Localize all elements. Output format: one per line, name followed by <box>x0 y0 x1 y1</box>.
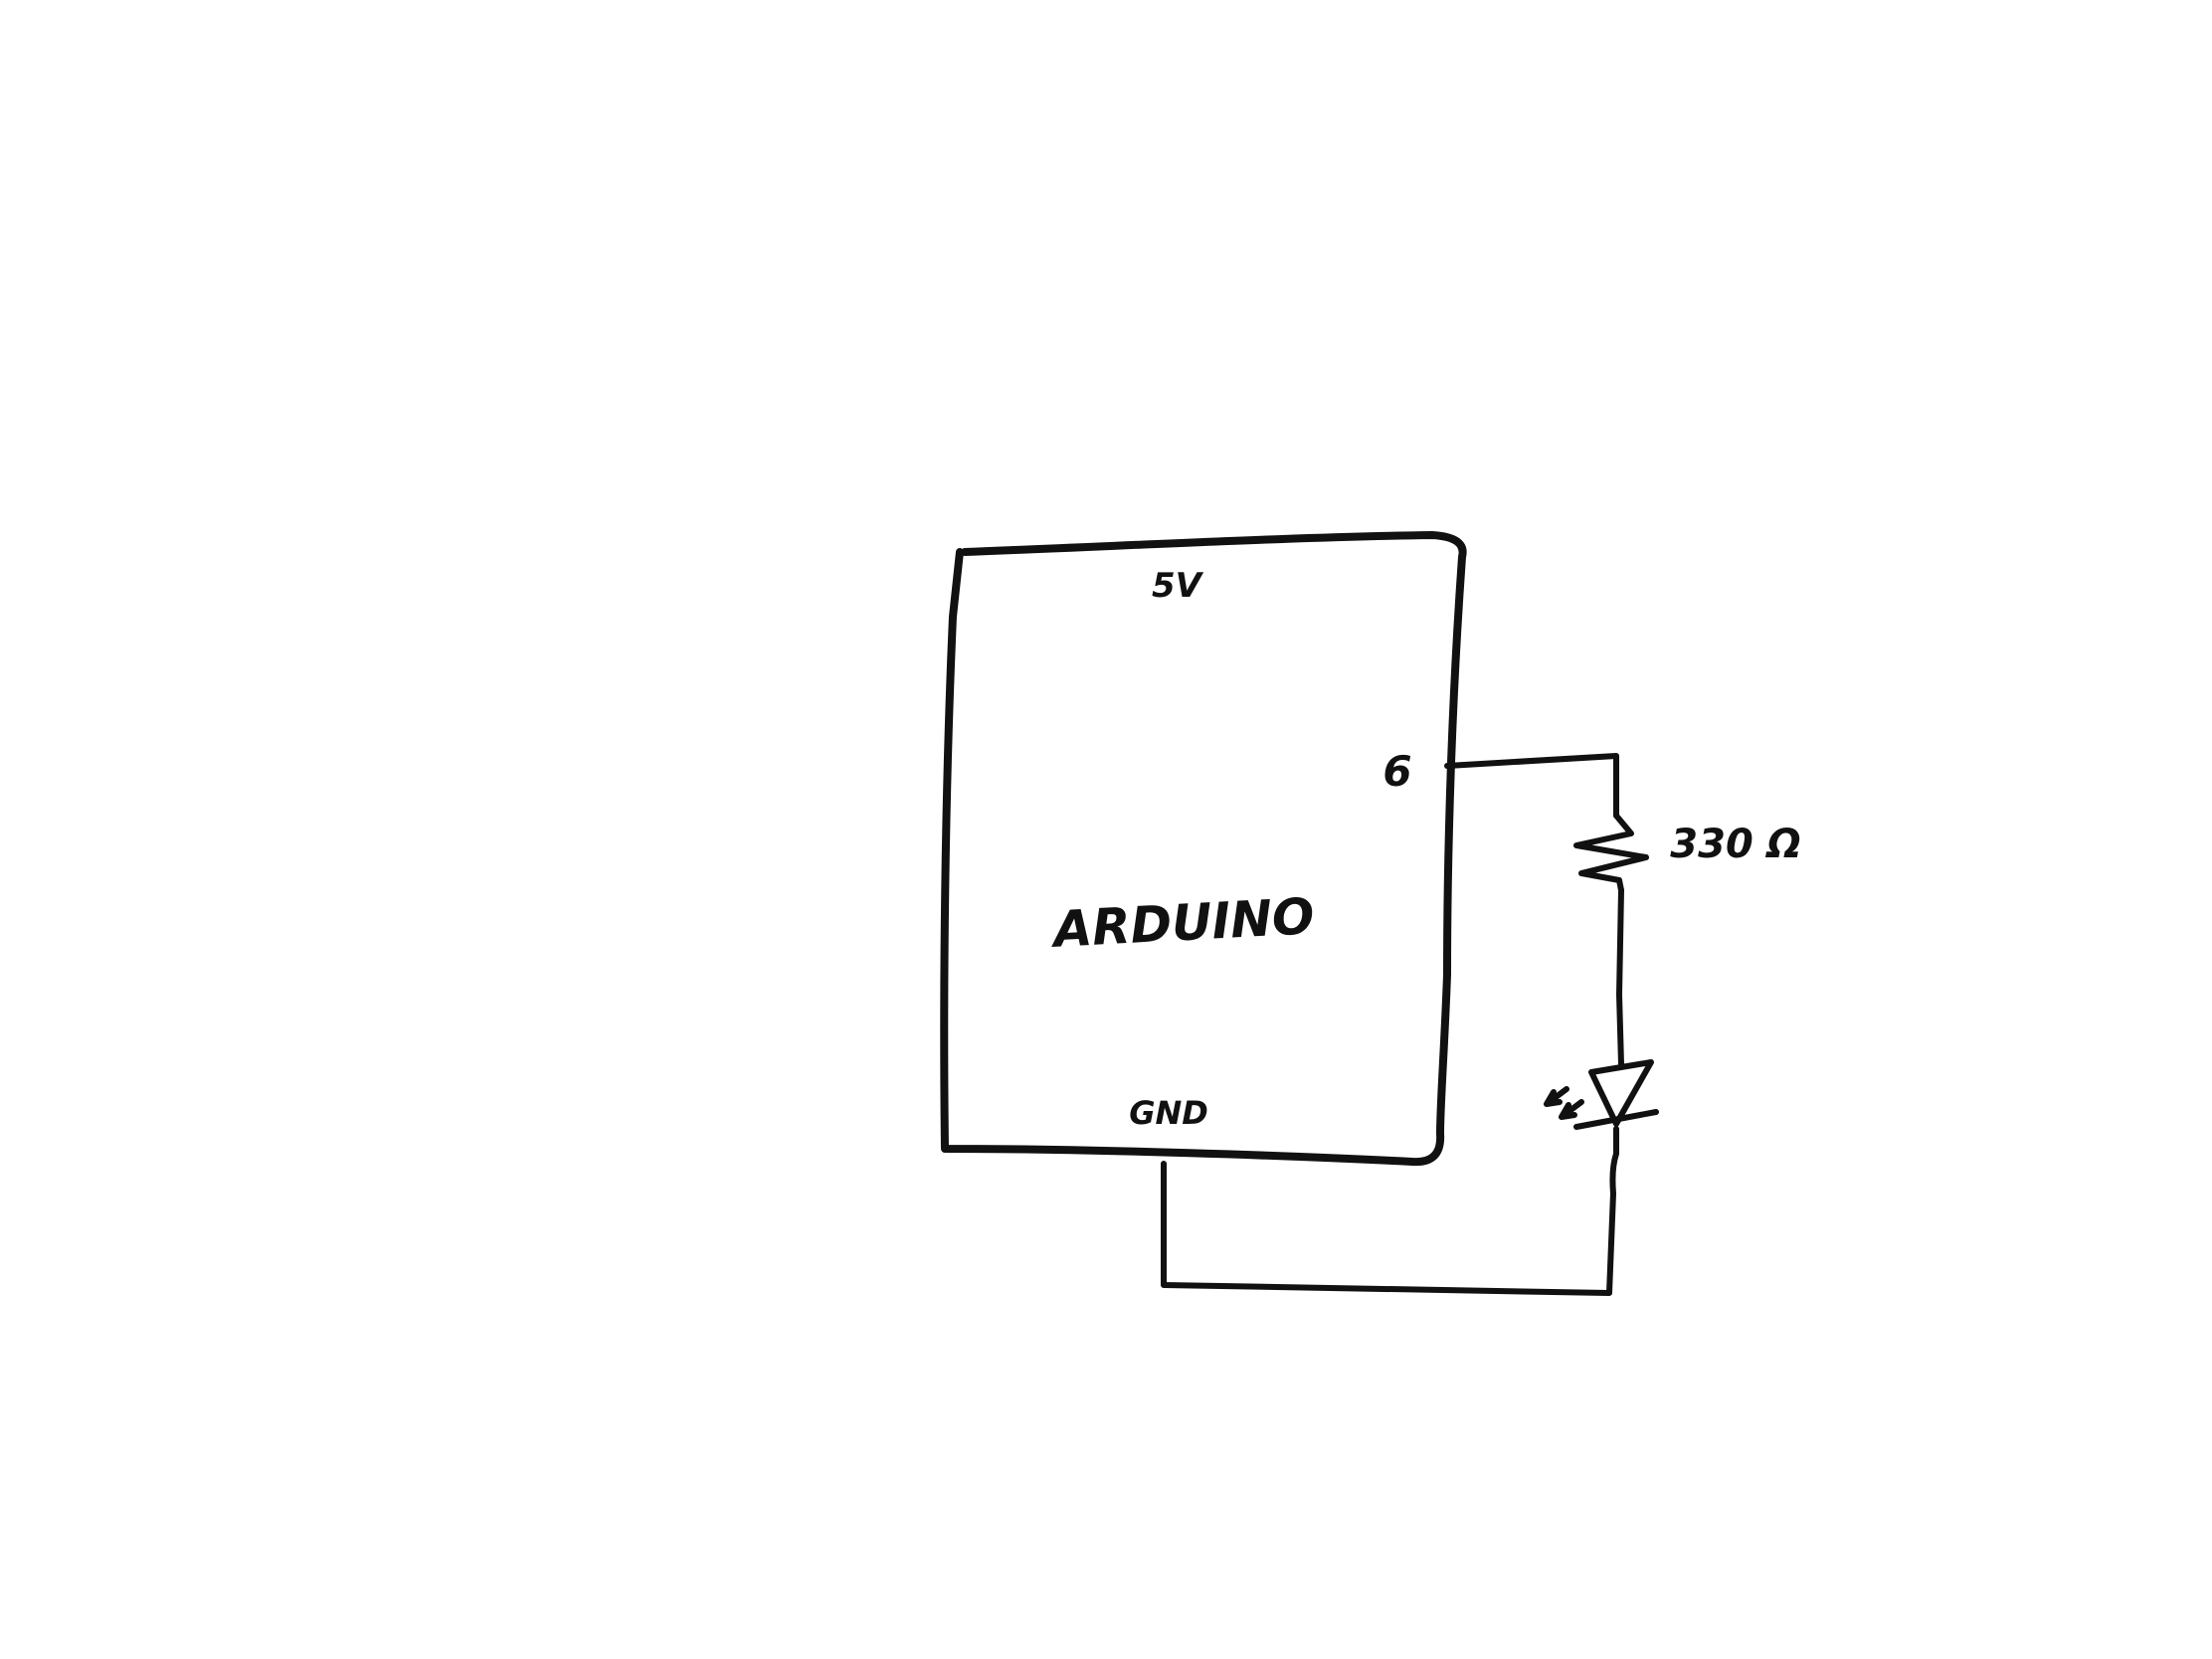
wire-led-to-gnd <box>1161 1126 1619 1296</box>
pin-6-label: 6 <box>1382 747 1411 796</box>
led-bar <box>1573 1109 1659 1130</box>
pin-5v-label: 5V <box>1152 566 1204 606</box>
led-triangle <box>1588 1059 1654 1127</box>
resistor-value-label: 330 Ω <box>1670 822 1800 867</box>
resistor-symbol <box>1573 813 1649 893</box>
led-arrow-1 <box>1544 1086 1569 1107</box>
board-outline <box>940 531 1467 1167</box>
arduino-label: ARDUINO <box>1048 887 1316 959</box>
arduino-board <box>940 531 1467 1167</box>
led-icon <box>1544 1059 1659 1130</box>
pin-gnd-label: GND <box>1129 1094 1208 1132</box>
wire-pin6-to-resistor <box>1444 753 1619 819</box>
wire-resistor-to-led <box>1616 887 1624 1067</box>
led-arrow-2 <box>1559 1099 1584 1120</box>
